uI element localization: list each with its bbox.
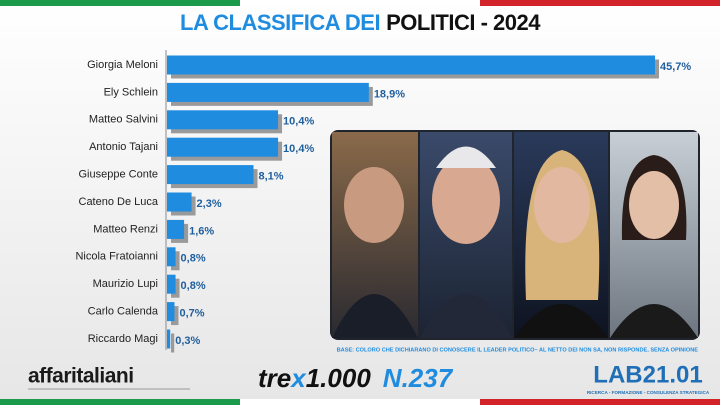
chart-title: LA CLASSIFICA DEI POLITICI - 2024 bbox=[180, 10, 541, 35]
bar-shadow bbox=[171, 306, 179, 326]
base-note: BASE: COLORO CHE DICHIARANO DI CONOSCERE… bbox=[337, 347, 699, 353]
category-label: Matteo Salvini bbox=[89, 114, 158, 126]
right-logo: LAB21.01 bbox=[593, 361, 702, 388]
bar-shadow bbox=[171, 333, 175, 353]
footer: affaritaliani trex1.000 N.237 LAB21.01 RI… bbox=[28, 361, 710, 395]
value-label: 2,3% bbox=[197, 198, 222, 210]
category-label: Giorgia Meloni bbox=[87, 59, 158, 71]
bar bbox=[167, 329, 171, 349]
category-label: Carlo Calenda bbox=[88, 306, 159, 318]
bar bbox=[167, 247, 176, 267]
value-label: 0,7% bbox=[179, 308, 204, 320]
left-logo: affaritaliani bbox=[28, 365, 134, 388]
category-label: Matteo Renzi bbox=[93, 223, 158, 235]
category-label: Ely Schlein bbox=[104, 86, 158, 98]
value-label: 45,7% bbox=[660, 61, 691, 73]
value-label: 0,8% bbox=[181, 280, 206, 292]
category-label: Nicola Fratoianni bbox=[75, 251, 158, 263]
category-label: Riccardo Magi bbox=[88, 333, 158, 345]
title-rest: POLITICI - 2024 bbox=[386, 10, 541, 35]
value-label: 8,1% bbox=[258, 171, 283, 183]
value-label: 0,8% bbox=[181, 253, 206, 265]
title-highlight: LA CLASSIFICA DEI bbox=[180, 10, 380, 35]
bar bbox=[167, 137, 279, 157]
value-label: 10,4% bbox=[283, 143, 314, 155]
bar bbox=[167, 302, 175, 322]
bar bbox=[167, 82, 369, 102]
bar bbox=[167, 165, 254, 185]
category-label: Cateno De Luca bbox=[79, 196, 159, 208]
value-label: 1,6% bbox=[189, 225, 214, 237]
middle-logo: trex1.000 N.237 bbox=[258, 363, 454, 393]
value-label: 18,9% bbox=[374, 88, 405, 100]
bar bbox=[167, 55, 655, 75]
middle-logo-x: x bbox=[289, 363, 307, 393]
bar bbox=[167, 110, 279, 130]
bar bbox=[167, 274, 176, 294]
category-label: Giuseppe Conte bbox=[79, 169, 159, 181]
value-label: 10,4% bbox=[283, 116, 314, 128]
category-label: Maurizio Lupi bbox=[93, 278, 158, 290]
category-label: Antonio Tajani bbox=[89, 141, 158, 153]
value-label: 0,3% bbox=[175, 335, 200, 347]
flag-bottom bbox=[0, 399, 720, 405]
bar bbox=[167, 192, 192, 212]
middle-logo-n: N.237 bbox=[383, 363, 454, 393]
middle-logo-num: 1.000 bbox=[306, 363, 372, 393]
bar bbox=[167, 219, 185, 239]
middle-logo-tre: tre bbox=[258, 363, 291, 393]
photos bbox=[330, 130, 700, 340]
right-tagline: RICERCA - FORMAZIONE - CONSULENZA STRATE… bbox=[587, 390, 710, 395]
flag-top bbox=[0, 0, 720, 6]
